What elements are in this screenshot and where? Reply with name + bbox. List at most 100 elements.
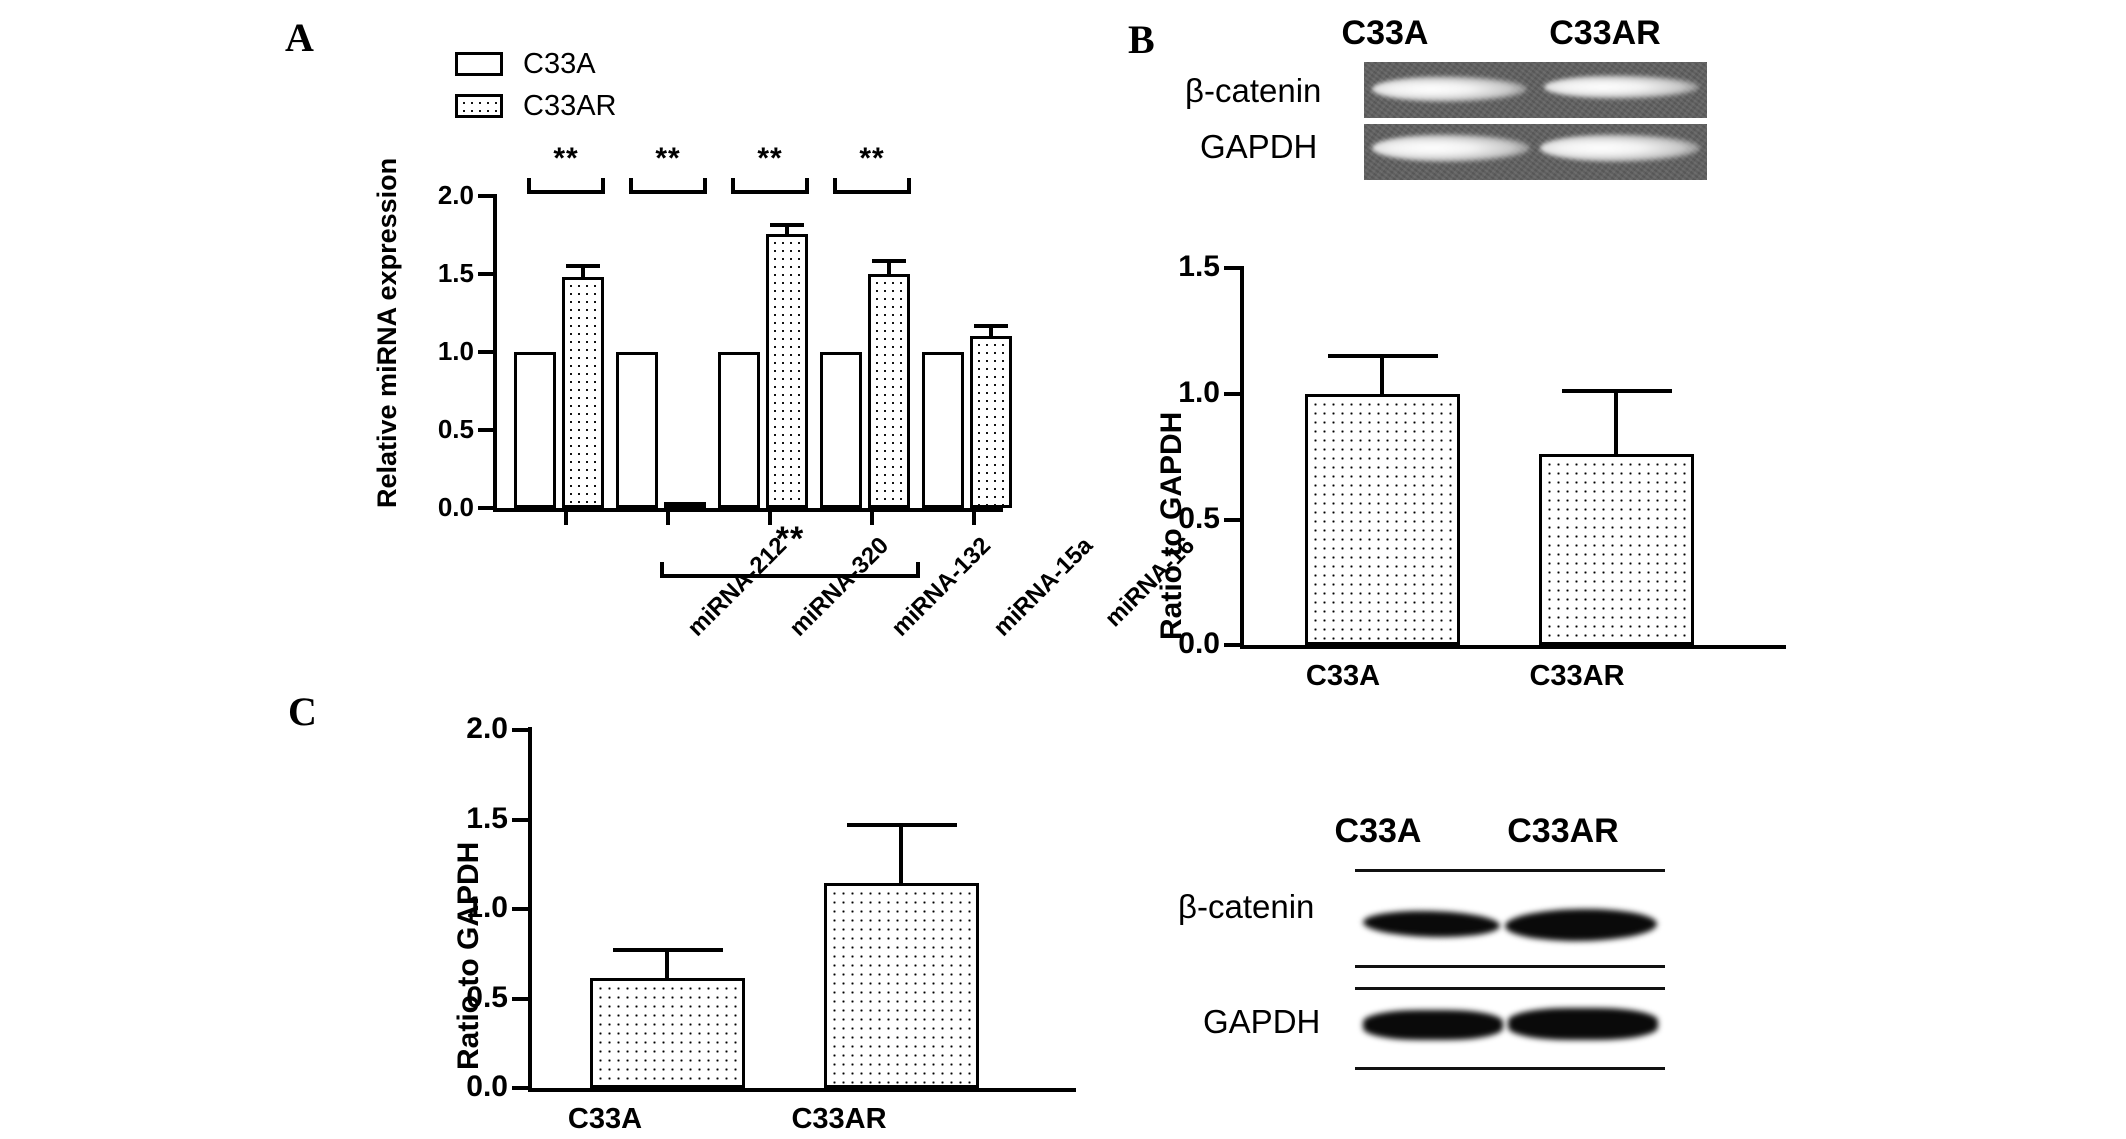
panelB-lane-label-c33ar: C33AR — [1549, 14, 1661, 52]
bar-miRNA-132-c33ar — [766, 234, 808, 508]
panelA-bars-layer — [493, 190, 1012, 508]
panelA-ticklabel-0: 0.0 — [437, 492, 474, 522]
panelC-ticklabel-3: 1.5 — [466, 802, 508, 835]
panelA-plot: Relative miRNA expression 0.0 0.5 1.0 1.… — [0, 0, 1200, 642]
panelA-xtick-1 — [666, 511, 670, 525]
errorbar-cap-panelB-c33ar — [1562, 389, 1672, 393]
panelB-tick-1 — [1224, 518, 1241, 522]
panelC-xlabel-c33a: C33A — [567, 1103, 643, 1135]
panelB-y-axis — [1240, 266, 1244, 649]
panelA-ticklabel-3: 1.5 — [437, 258, 474, 288]
panelC-row-label-bcatenin: β-catenin — [1178, 888, 1315, 925]
legend-label-c33ar: C33AR — [523, 90, 617, 122]
errorbar-cap-panelB-c33a — [1328, 354, 1438, 358]
blot-separator-mid-1 — [1355, 965, 1665, 968]
panelB-xlabel-c33a: C33A — [1305, 660, 1381, 692]
panelB-tick-3 — [1224, 266, 1241, 270]
sig-star-miRNA-132: ** — [757, 142, 783, 175]
panelA-x-axis — [493, 508, 1003, 512]
bar-miRNA-16-c33ar — [970, 336, 1012, 508]
panelA-xtick-3 — [870, 511, 874, 525]
blot-band-gapdh-c33a — [1363, 1010, 1503, 1040]
sig-bracket-panelC — [660, 562, 920, 578]
panelC-xlabel-c33ar: C33AR — [791, 1103, 887, 1135]
panelA-xtick-0 — [564, 511, 568, 525]
panelB-xlabel-c33ar: C33AR — [1529, 660, 1625, 692]
panelC-lane-label-c33a: C33A — [1334, 812, 1422, 850]
panelA-tick-1 — [478, 428, 494, 432]
errorbar-stem-panelC-c33ar — [899, 823, 903, 883]
errorbar-stem-miRNA-15a-c33ar — [887, 261, 891, 274]
panelB-ticklabel-0: 0.0 — [1178, 627, 1220, 660]
bar-miRNA-320-c33ar — [664, 502, 706, 508]
panelB-row-label-gapdh: GAPDH — [1200, 128, 1318, 165]
panelC-tick-1 — [512, 997, 529, 1001]
panelB-x-axis — [1240, 645, 1786, 649]
panelB-plot: Ratio to GAPDH 0.0 0.5 1.0 1.5 C33A C33A… — [1155, 252, 1786, 692]
bar-panelB-c33a — [1305, 394, 1460, 645]
bar-miRNA-132-c33a — [718, 352, 760, 508]
panelA-tick-0 — [478, 506, 494, 510]
panelB-tick-2 — [1224, 392, 1241, 396]
errorbar-cap-miRNA-16-c33ar — [974, 324, 1008, 328]
bar-miRNA-320-c33a — [616, 352, 658, 508]
panelC-y-axis — [528, 727, 532, 1091]
panel-letter-c: C — [288, 689, 317, 734]
blot-band-bcatenin-c33ar — [1504, 907, 1658, 943]
panelA-ticklabel-4: 2.0 — [437, 180, 474, 210]
panelA-xtick-4 — [972, 511, 976, 525]
legend-swatch-open-icon — [455, 52, 503, 76]
panelB-lane-label-c33a: C33A — [1341, 14, 1429, 52]
blot-band-gapdh-c33ar — [1508, 1008, 1658, 1040]
panelB-ticklabel-1: 0.5 — [1178, 502, 1220, 535]
blot-separator-top — [1355, 869, 1665, 872]
panelA-ticklabel-1: 0.5 — [437, 414, 474, 444]
errorbar-cap-panelC-c33a — [613, 948, 723, 952]
bar-miRNA-212-c33a — [514, 352, 556, 508]
bar-miRNA-15a-c33ar — [868, 274, 910, 508]
sig-star-miRNA-15a: ** — [859, 142, 885, 175]
gel-band-bcatenin-c33ar — [1544, 75, 1699, 99]
panelA-tick-2 — [478, 350, 494, 354]
panelB-gel-bcatenin — [1364, 62, 1707, 118]
errorbar-stem-panelB-c33a — [1380, 354, 1384, 394]
bar-miRNA-15a-c33a — [820, 352, 862, 508]
panelC-ticklabel-4: 2.0 — [466, 712, 508, 745]
panelC-lane-label-c33ar: C33AR — [1507, 812, 1619, 850]
errorbar-stem-miRNA-16-c33ar — [989, 326, 993, 336]
sig-star-panelC: ** — [775, 520, 805, 558]
bar-panelC-c33ar — [824, 883, 979, 1088]
panelA-tick-3 — [478, 272, 494, 276]
panelC-bars-layer — [528, 728, 1076, 1088]
panelB-tick-0 — [1224, 643, 1241, 647]
sig-bracket-miRNA-132 — [731, 178, 809, 194]
panelC-tick-4 — [512, 728, 529, 732]
errorbar-cap-panelC-c33ar — [847, 823, 957, 827]
bar-panelB-c33ar — [1539, 454, 1694, 645]
errorbar-cap-miRNA-132-c33ar — [770, 223, 804, 227]
panelC-row-label-gapdh: GAPDH — [1203, 1003, 1321, 1040]
panelC-blot — [1355, 855, 1665, 1085]
panelC-ticklabel-0: 0.0 — [466, 1070, 508, 1103]
panelC-tick-0 — [512, 1086, 529, 1090]
errorbar-stem-miRNA-132-c33ar — [785, 225, 789, 234]
sig-star-miRNA-212: ** — [553, 142, 579, 175]
blot-separator-mid-2 — [1355, 987, 1665, 990]
gel-band-gapdh-c33a — [1372, 134, 1530, 162]
panelB-gel-gapdh — [1364, 124, 1707, 180]
gel-band-bcatenin-c33a — [1372, 76, 1527, 102]
errorbar-stem-miRNA-212-c33ar — [581, 266, 585, 277]
panelC-tick-2 — [512, 907, 529, 911]
gel-band-gapdh-c33ar — [1540, 134, 1700, 162]
blot-separator-bottom — [1355, 1067, 1665, 1070]
legend-swatch-dotted-icon — [455, 94, 503, 118]
panelC-x-axis — [528, 1088, 1076, 1092]
panelC-ticklabel-1: 0.5 — [466, 981, 508, 1014]
errorbar-cap-miRNA-212-c33ar — [566, 264, 600, 268]
panelA-ticklabel-2: 1.0 — [437, 336, 474, 366]
panelB-ticklabel-2: 1.0 — [1178, 376, 1220, 409]
errorbar-stem-panelB-c33ar — [1614, 389, 1618, 454]
panelB-row-label-bcatenin: β-catenin — [1185, 72, 1322, 109]
